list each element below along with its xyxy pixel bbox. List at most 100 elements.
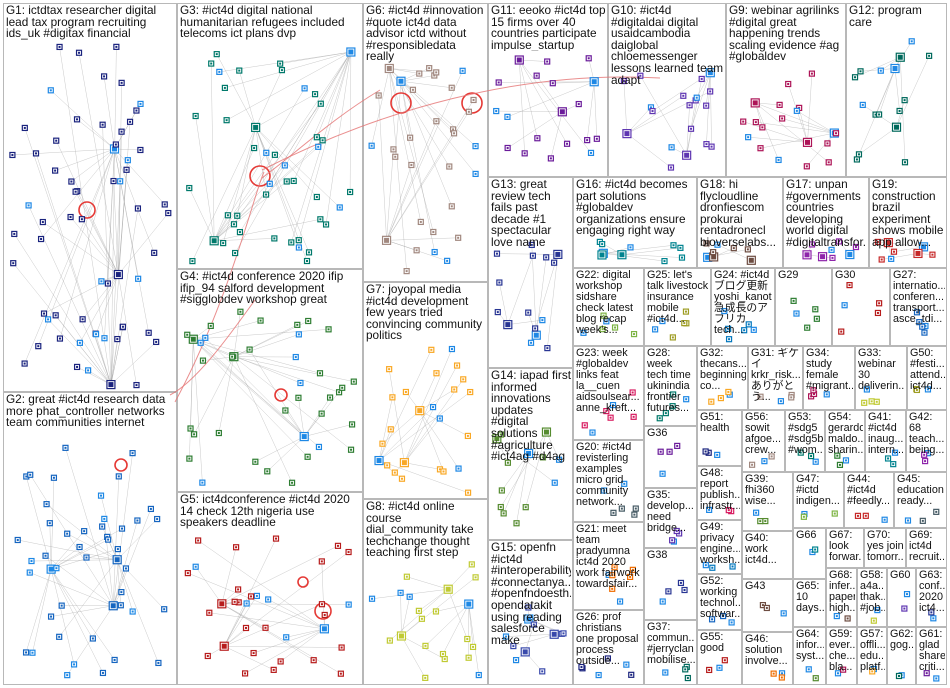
edge (404, 379, 464, 463)
edge (31, 559, 118, 562)
edge (893, 246, 924, 252)
node-fill (892, 463, 895, 466)
node-fill (536, 137, 539, 140)
node-fill (69, 216, 72, 219)
edge (104, 518, 114, 606)
edge (224, 51, 351, 89)
edge (255, 70, 283, 128)
node-fill (435, 372, 438, 375)
group-box-g37 (644, 620, 697, 685)
node-fill (633, 333, 636, 336)
edge (400, 81, 453, 207)
node-fill (95, 333, 98, 336)
node-fill (859, 70, 862, 73)
node-fill (883, 518, 886, 521)
node-fill (265, 151, 268, 154)
edge (640, 75, 687, 156)
edge (519, 59, 525, 154)
node-fill (686, 677, 689, 680)
node-fill (921, 519, 924, 522)
node-fill (317, 145, 320, 148)
node-fill (424, 676, 427, 679)
node-fill (428, 67, 431, 70)
edge (100, 495, 118, 560)
node-fill (754, 121, 757, 124)
node-fill (435, 71, 438, 74)
edge (419, 389, 455, 411)
node-fill (405, 575, 408, 578)
node-fill (25, 475, 28, 478)
edge (233, 356, 352, 450)
edge (193, 338, 321, 374)
node-fill (770, 455, 773, 458)
node-fill (835, 132, 838, 135)
node-fill (500, 489, 503, 492)
node-fill (112, 180, 115, 183)
node-fill (352, 380, 355, 383)
node-fill (582, 331, 585, 334)
node-fill (586, 139, 589, 142)
node-fill (671, 336, 674, 339)
node-fill (388, 639, 391, 642)
edge (50, 569, 75, 665)
node-fill (498, 281, 501, 284)
group-box-g3 (177, 3, 363, 269)
group-box-g24 (711, 268, 775, 346)
edge (213, 103, 321, 241)
node-fill (764, 520, 767, 523)
node-fill (417, 408, 423, 414)
group-box-g50 (907, 346, 947, 410)
node-fill (558, 458, 561, 461)
node-fill (590, 151, 593, 154)
node-fill (549, 157, 552, 160)
node-fill (58, 45, 61, 48)
node-fill (87, 369, 90, 372)
node-fill (189, 427, 192, 430)
edge (226, 51, 351, 121)
node-fill (253, 147, 256, 150)
edge (748, 136, 808, 143)
edge (49, 523, 52, 570)
edge (389, 68, 434, 233)
node-fill (906, 519, 909, 522)
edge (47, 319, 112, 385)
edge (546, 431, 560, 460)
node-fill (453, 132, 456, 135)
node-fill (448, 165, 451, 168)
node-fill (219, 601, 225, 607)
node-fill (506, 146, 509, 149)
node-fill (711, 566, 714, 569)
node-fill (515, 522, 518, 525)
edge (386, 237, 459, 241)
edge (400, 81, 476, 175)
edge (280, 628, 325, 662)
edge (519, 59, 592, 154)
edge (112, 476, 120, 606)
edge (32, 569, 52, 653)
node-fill (107, 538, 110, 541)
node-fill (74, 190, 77, 193)
edge (24, 127, 112, 385)
edge (255, 127, 318, 198)
node-fill (731, 565, 734, 568)
node-fill (209, 324, 212, 327)
edge (14, 233, 112, 385)
node-fill (217, 432, 220, 435)
edge (536, 257, 547, 336)
edge (75, 191, 119, 275)
node-fill (893, 250, 896, 253)
edge (249, 349, 305, 437)
edge (50, 90, 115, 150)
edge (110, 339, 118, 385)
node-fill (147, 331, 150, 334)
node-fill (30, 560, 33, 563)
edge (218, 356, 235, 434)
node-fill (523, 152, 526, 155)
edge (28, 205, 112, 385)
edge (187, 572, 325, 630)
node-fill (231, 355, 234, 358)
node-fill (163, 203, 166, 206)
group-box-g15 (488, 540, 573, 685)
edge (110, 46, 117, 385)
node-fill (248, 348, 251, 351)
